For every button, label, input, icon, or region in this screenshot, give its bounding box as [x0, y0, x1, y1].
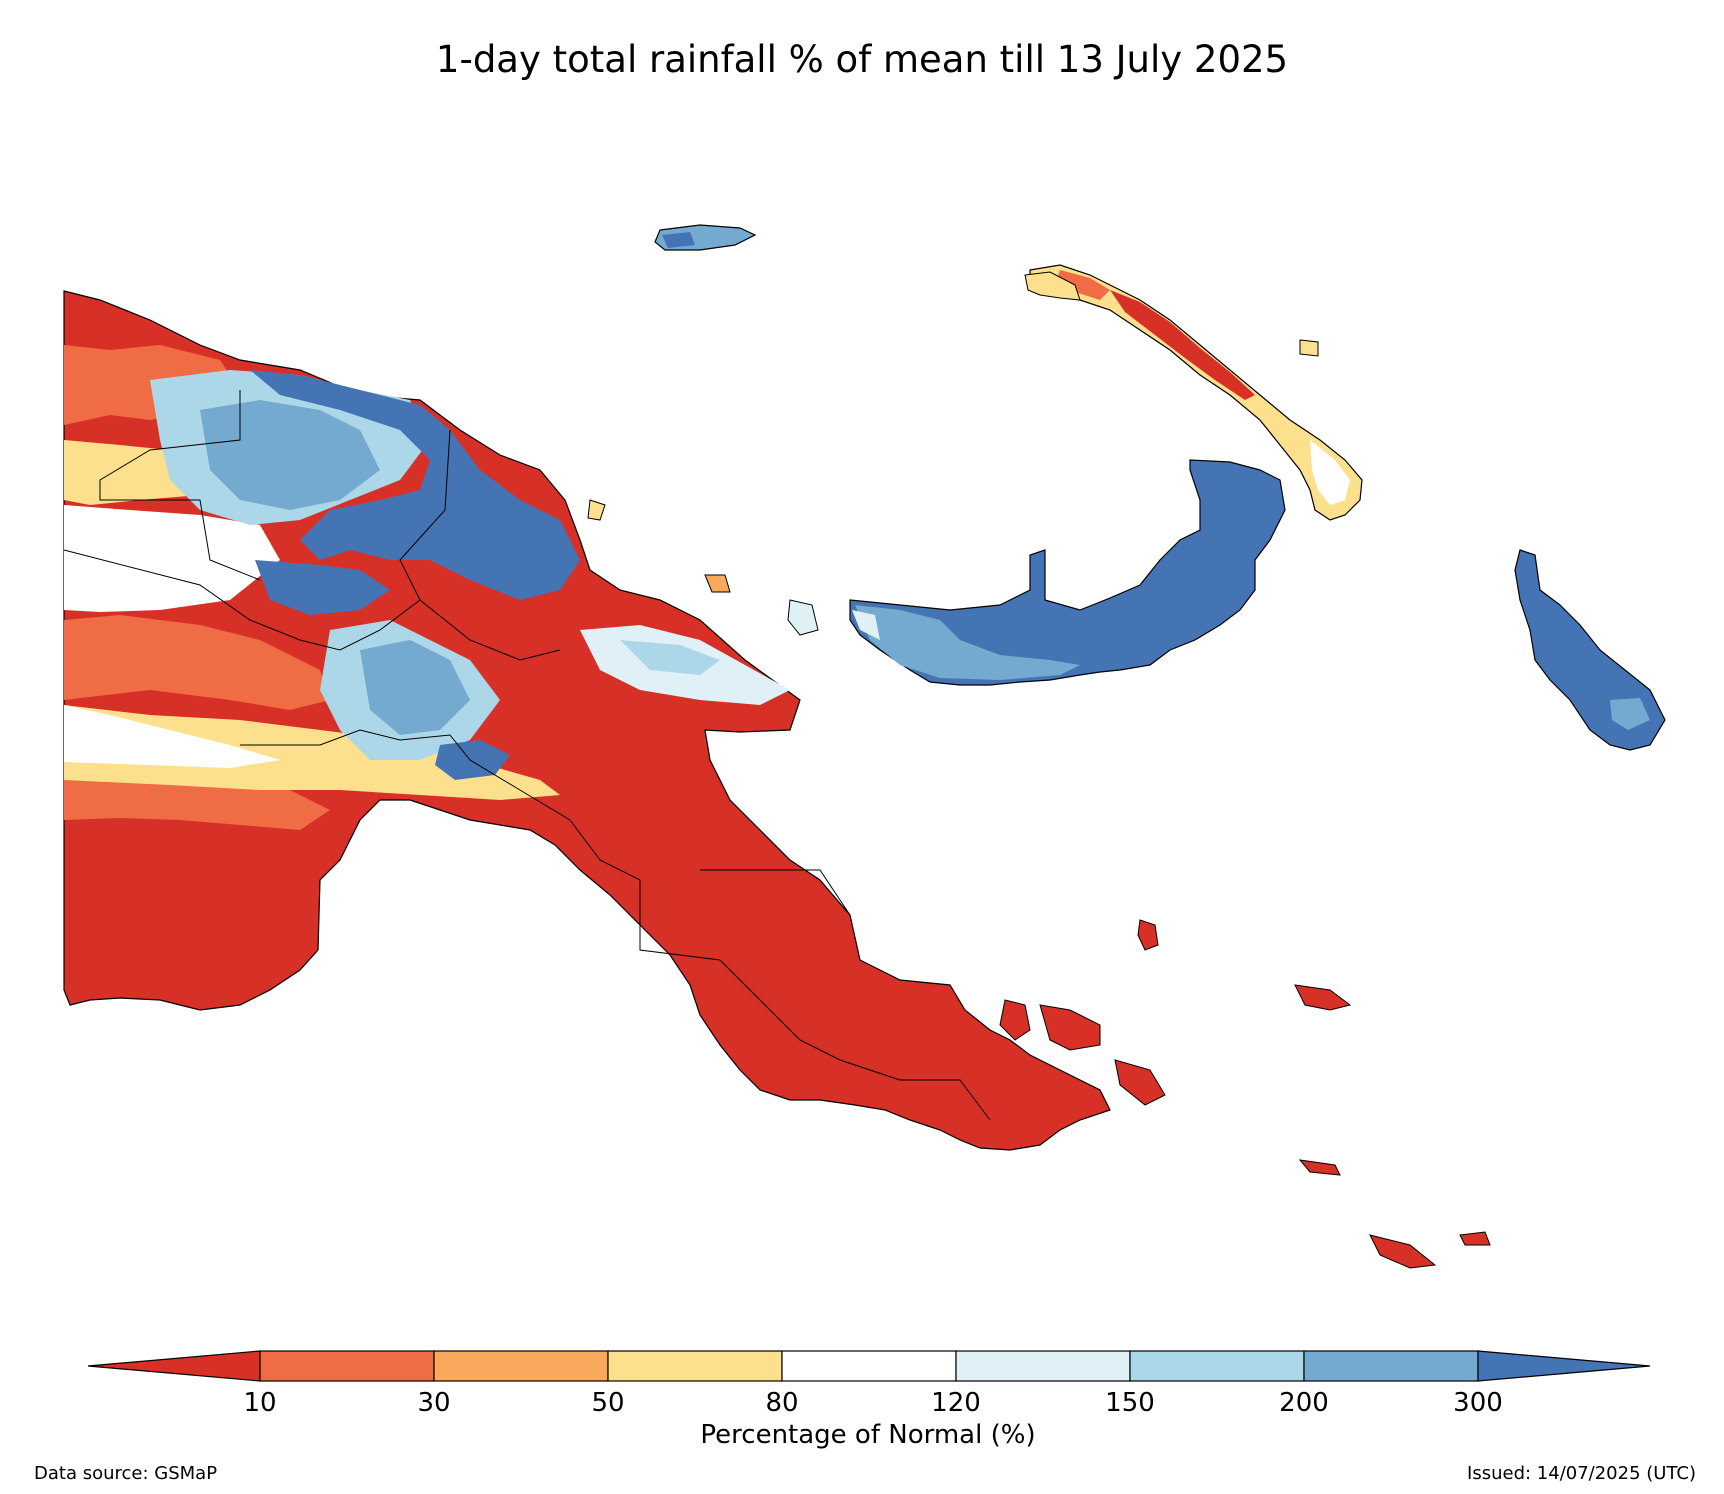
island-misima: [1298, 1159, 1341, 1176]
colorbar-tick-label: 300: [1453, 1388, 1503, 1418]
darkblue-highlands-2: [435, 740, 510, 780]
colorbar-bin: [1303, 1350, 1479, 1382]
new-ireland-orange: [1055, 270, 1110, 300]
province-boundaries: [63, 390, 991, 1121]
darkblue-north-coast: [250, 370, 580, 600]
island-long: [787, 599, 819, 636]
colorbar-bin: [433, 1350, 609, 1382]
colorbar-bin: [955, 1350, 1131, 1382]
bougainville-light: [1610, 698, 1650, 730]
new-ireland-red: [1110, 290, 1255, 400]
island-rossel: [1459, 1231, 1491, 1246]
island-dkeyduk: [1299, 339, 1319, 357]
data-source: Data source: GSMaP: [34, 1463, 218, 1484]
colorbar-tick-label: 150: [1105, 1388, 1155, 1418]
orange-band-low: [64, 770, 330, 830]
colorbar-bin-under: [87, 1350, 261, 1382]
white-band-2: [64, 705, 280, 768]
new-britain-light: [852, 610, 880, 640]
island-trobriand: [1137, 919, 1159, 951]
new-hanover: [1024, 271, 1081, 301]
colorbar-bin: [607, 1350, 783, 1382]
colorbar-bin: [1129, 1350, 1305, 1382]
madang-coast-blue: [620, 640, 720, 675]
island-normanby: [1114, 1059, 1166, 1106]
island-woodlark: [1294, 984, 1352, 1011]
colorbar-tick-label: 120: [931, 1388, 981, 1418]
darkblue-highlands: [255, 560, 390, 615]
map-title: 1-day total rainfall % of mean till 13 J…: [435, 38, 1289, 81]
island-fergusson: [1039, 1004, 1101, 1051]
yellow-band-2: [64, 705, 560, 800]
manus-dark: [662, 232, 695, 248]
colorbar-bin: [259, 1350, 435, 1382]
new-britain: [849, 459, 1286, 686]
island-umboi: [704, 574, 731, 593]
white-band-1: [64, 505, 280, 612]
island-tagula: [1369, 1234, 1437, 1269]
colorbar-tick-label: 30: [417, 1388, 450, 1418]
colorbar-tick-label: 10: [243, 1388, 276, 1418]
colorbar-tick-label: 80: [765, 1388, 798, 1418]
island-goodenough: [999, 999, 1031, 1041]
new-britain-lightblue: [855, 605, 1080, 680]
colorbar-bin: [781, 1350, 957, 1382]
colorbar-tick-label: 200: [1279, 1388, 1329, 1418]
colorbar-bin-over: [1477, 1350, 1651, 1382]
colorbar-label: Percentage of Normal (%): [700, 1420, 1035, 1450]
midblue-highlands-2: [360, 640, 470, 735]
orange-band-mid: [64, 615, 330, 710]
midblue-highlands: [200, 400, 380, 510]
issued-date: Issued: 14/07/2025 (UTC): [1467, 1463, 1696, 1484]
island-karkar: [587, 499, 606, 521]
colorbar-tick-label: 50: [591, 1388, 624, 1418]
new-ireland-white: [1310, 440, 1350, 505]
